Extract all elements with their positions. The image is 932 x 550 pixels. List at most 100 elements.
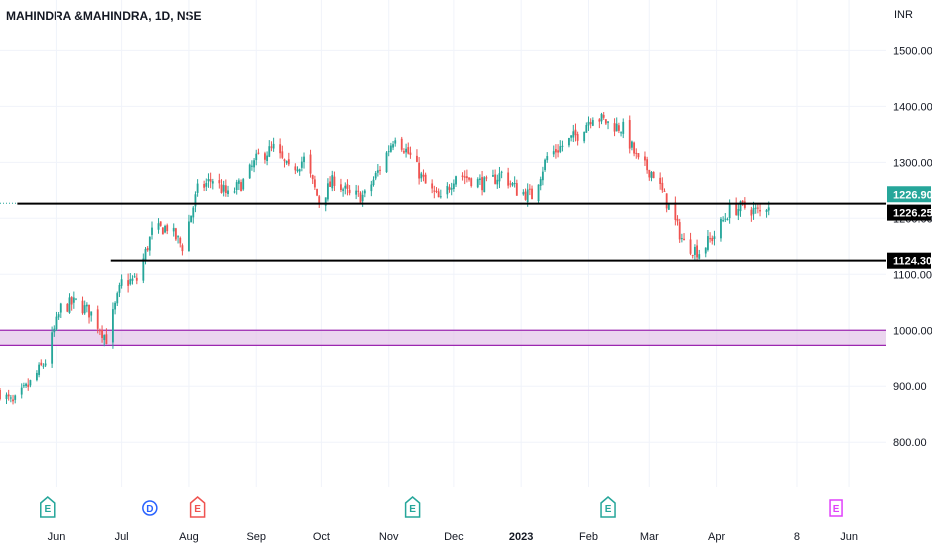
candle-body (726, 219, 729, 221)
candle-body (35, 372, 38, 381)
dividend-icon[interactable] (142, 500, 158, 516)
x-tick-label: Nov (379, 531, 399, 543)
candle-body (287, 159, 290, 165)
candle-body (146, 248, 149, 251)
candle-body (148, 236, 151, 251)
candle-body (394, 140, 397, 144)
candle-body (600, 113, 603, 122)
candle-body (340, 184, 342, 190)
candle-body (628, 120, 631, 149)
candle-body (713, 236, 716, 239)
candle-body (407, 147, 410, 154)
y-tick-label: 900.00 (893, 381, 927, 393)
candle-body (633, 142, 636, 154)
candle-body (402, 151, 405, 153)
y-tick-label: 800.00 (893, 437, 927, 449)
candle-body (101, 330, 103, 338)
candle-body (14, 395, 17, 400)
candle-body (476, 179, 479, 188)
candle-body (615, 123, 618, 132)
candle-body (576, 134, 579, 141)
candle-body (750, 209, 753, 216)
candle-body (470, 178, 473, 186)
candle-body (342, 189, 345, 191)
candle-body (118, 285, 121, 293)
candle-body (511, 183, 514, 186)
x-tick-label: Jun (840, 531, 858, 543)
candle-body (465, 176, 468, 179)
candle-body (574, 129, 577, 136)
last-price-tag: 1226.90 (893, 189, 932, 201)
candle-body (363, 190, 366, 194)
candle-body (151, 227, 153, 235)
candle-body (105, 334, 108, 345)
candle-body (166, 225, 169, 232)
candle-body (452, 183, 455, 189)
earnings-icon[interactable] (829, 499, 843, 517)
candle-body (450, 188, 453, 190)
candle-body (589, 122, 592, 125)
candle-body (478, 178, 481, 180)
candle-body (513, 183, 516, 185)
candle-body (439, 196, 442, 198)
earnings-icon[interactable] (600, 496, 616, 518)
candle-body (203, 184, 206, 188)
candle-body (116, 293, 119, 304)
candle-body (38, 364, 41, 375)
x-tick-label: Jul (115, 531, 129, 543)
candle-body (735, 203, 738, 215)
candle-body (44, 363, 47, 366)
event-label: D (146, 504, 153, 515)
candle-body (253, 160, 255, 168)
candle-body (674, 202, 677, 220)
candle-body (207, 178, 210, 182)
candle-body (272, 143, 275, 149)
x-tick-label: 8 (794, 531, 800, 543)
candle-body (591, 120, 594, 126)
candle-body (103, 335, 106, 341)
candle-body (752, 207, 755, 215)
candle-body (5, 394, 8, 399)
candle-body (283, 159, 286, 162)
candle-body (526, 189, 529, 202)
candle-body (691, 255, 694, 257)
support-zone[interactable] (0, 330, 886, 346)
y-tick-label: 1000.00 (893, 325, 932, 337)
candle-body (602, 114, 605, 118)
candle-body (248, 164, 251, 179)
candle-body (743, 201, 746, 208)
candle-body (437, 191, 440, 198)
level-price-tag-bg (887, 252, 931, 269)
candle-body (739, 201, 742, 212)
candle-body (135, 277, 138, 281)
candle-body (7, 394, 10, 397)
candle-body (374, 172, 377, 179)
candle-body (557, 150, 560, 153)
candle-body (177, 236, 179, 238)
candle-body (392, 144, 394, 148)
candle-body (268, 146, 271, 157)
candle-body (174, 228, 177, 240)
candle-body (0, 389, 1, 400)
candle-body (704, 247, 707, 254)
earnings-icon[interactable] (404, 496, 421, 518)
candle-body (298, 169, 301, 172)
candle-body (644, 156, 646, 161)
candle-body (494, 174, 497, 184)
candle-body (144, 249, 147, 261)
candle-body (59, 303, 62, 313)
candle-body (448, 187, 451, 190)
earnings-icon[interactable] (40, 496, 56, 518)
candle-body (309, 154, 312, 174)
candle-body (194, 194, 197, 207)
candle-body (333, 176, 336, 186)
x-tick-label: Apr (708, 531, 725, 543)
candle-body (422, 174, 425, 177)
x-tick-label: Sep (246, 531, 266, 543)
earnings-icon[interactable] (189, 496, 206, 518)
candle-body (42, 365, 45, 367)
candle-body (329, 181, 332, 187)
y-tick-label: 1300.00 (893, 157, 932, 169)
candle-body (604, 119, 607, 124)
